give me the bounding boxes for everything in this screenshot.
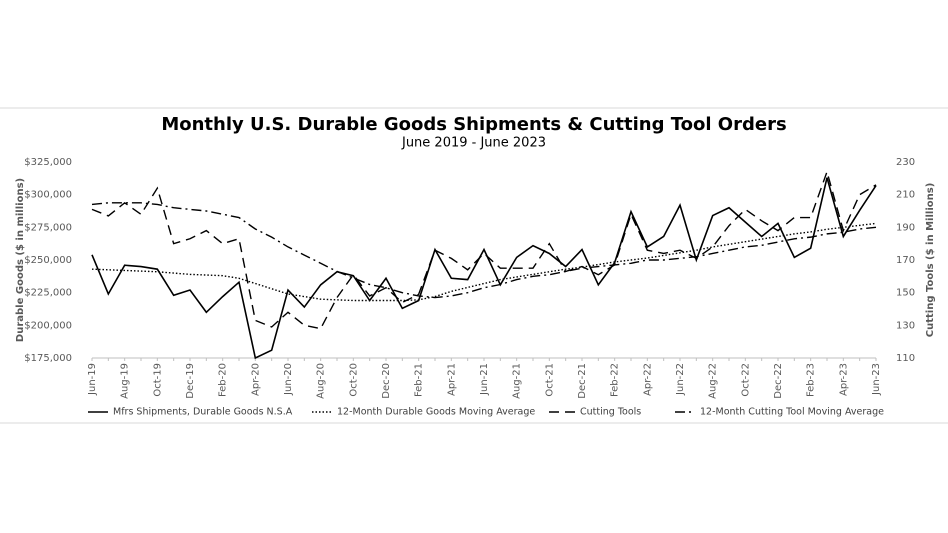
y2-tick-label: 130 xyxy=(896,320,915,331)
x-tick-label: Jun-23 xyxy=(871,363,882,396)
x-tick-label: Aug-20 xyxy=(316,363,327,399)
y2-axis-title: Cutting Tools ($ in Millions) xyxy=(925,183,936,338)
y-tick-label: $275,000 xyxy=(24,222,72,233)
y2-tick-label: 190 xyxy=(896,222,915,233)
x-tick-label: Aug-19 xyxy=(120,363,131,399)
chart-title: Monthly U.S. Durable Goods Shipments & C… xyxy=(161,114,786,135)
chart-subtitle: June 2019 - June 2023 xyxy=(401,136,546,151)
legend-label: 12-Month Durable Goods Moving Average xyxy=(337,407,535,418)
x-tick-label: Jun-21 xyxy=(479,363,490,396)
y-tick-label: $325,000 xyxy=(24,157,72,168)
x-tick-label: Oct-21 xyxy=(544,363,555,397)
y-tick-label: $175,000 xyxy=(24,353,72,364)
series-line xyxy=(91,222,877,302)
legend-label: Mfrs Shipments, Durable Goods N.S.A xyxy=(113,407,293,418)
x-tick-label: Apr-23 xyxy=(838,363,849,396)
x-tick-label: Feb-20 xyxy=(218,363,229,397)
x-tick-label: Apr-22 xyxy=(642,363,653,396)
y2-tick-label: 150 xyxy=(896,288,915,299)
y2-tick-label: 110 xyxy=(896,353,915,364)
x-tick-label: Jun-22 xyxy=(675,363,686,396)
legend-label: 12-Month Cutting Tool Moving Average xyxy=(700,407,884,418)
x-tick-label: Jun-20 xyxy=(283,363,294,396)
x-tick-label: Dec-21 xyxy=(577,363,588,399)
x-tick-label: Oct-22 xyxy=(740,363,751,397)
x-tick-label: Jun-19 xyxy=(87,363,98,396)
x-tick-label: Feb-21 xyxy=(414,363,425,397)
x-tick-label: Dec-19 xyxy=(185,363,196,399)
y-tick-label: $200,000 xyxy=(24,320,72,331)
x-tick-label: Feb-23 xyxy=(806,363,817,397)
x-tick-label: Feb-22 xyxy=(610,363,621,397)
x-tick-label: Dec-20 xyxy=(381,363,392,399)
x-tick-label: Oct-20 xyxy=(348,363,359,397)
x-tick-label: Dec-22 xyxy=(773,363,784,399)
y-tick-label: $225,000 xyxy=(24,288,72,299)
x-tick-label: Apr-21 xyxy=(446,363,457,396)
x-tick-label: Oct-19 xyxy=(152,363,163,397)
x-tick-label: Apr-20 xyxy=(250,363,261,396)
x-tick-label: Aug-22 xyxy=(708,363,719,399)
y2-tick-label: 230 xyxy=(896,157,915,168)
y2-tick-label: 210 xyxy=(896,190,915,201)
x-tick-label: Aug-21 xyxy=(512,363,523,399)
y-tick-label: $250,000 xyxy=(24,255,72,266)
y-tick-label: $300,000 xyxy=(24,190,72,201)
y-axis-title: Durable Goods ($ in millions) xyxy=(15,178,26,342)
series-line xyxy=(91,177,877,360)
y2-tick-label: 170 xyxy=(896,255,915,266)
legend-label: Cutting Tools xyxy=(580,407,641,418)
